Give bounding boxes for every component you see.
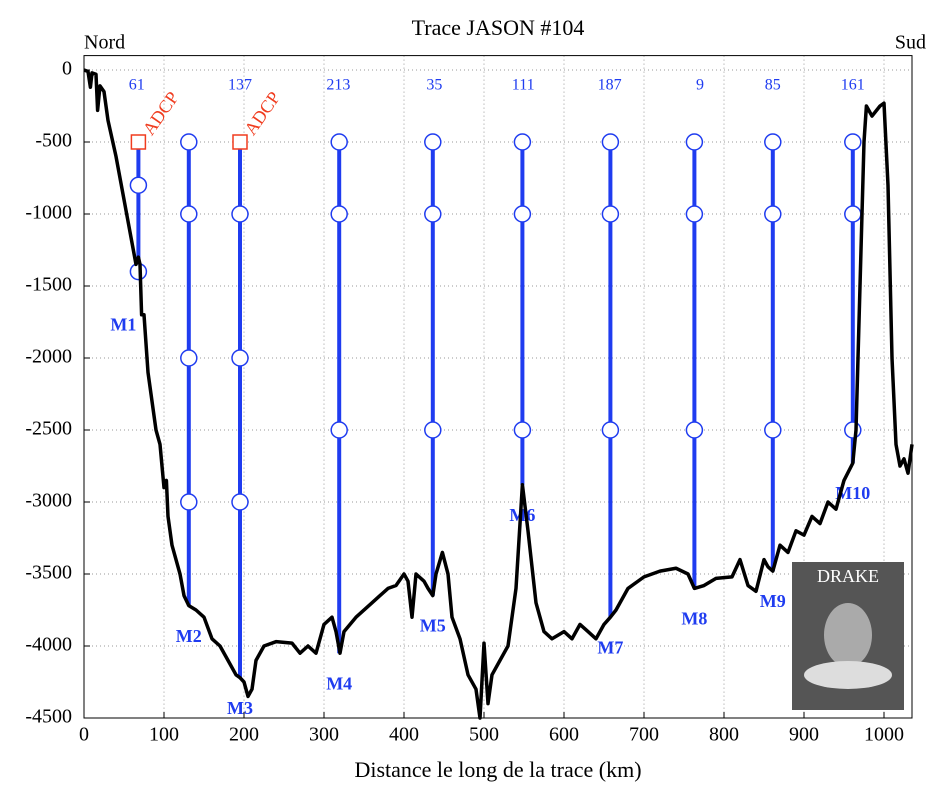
x-tick-label: 300	[309, 724, 339, 746]
instrument	[180, 349, 198, 367]
bathymetry-line	[83, 68, 914, 720]
instrument	[513, 133, 532, 151]
x-tick-label: 500	[469, 724, 499, 746]
instrument	[231, 493, 249, 511]
instrument	[180, 205, 198, 223]
instrument	[685, 133, 704, 151]
mooring-label: M7	[597, 637, 623, 657]
instrument	[764, 421, 782, 439]
instrument	[424, 133, 442, 151]
y-tick-label: -2500	[25, 418, 72, 440]
y-tick-label: -4500	[25, 706, 72, 728]
mooring-label: M8	[681, 609, 707, 629]
instrument	[844, 421, 862, 439]
track-number: 213	[326, 77, 350, 94]
mooring-label: M5	[420, 616, 446, 636]
mooring-label: M1	[110, 315, 136, 335]
y-tick-label: -500	[35, 130, 72, 152]
instrument	[330, 133, 348, 151]
portrait-collar	[804, 661, 892, 689]
instrument	[685, 205, 704, 223]
south-label: Sud	[895, 32, 926, 54]
x-tick-label: 100	[149, 724, 179, 746]
mooring-label: M4	[326, 673, 352, 693]
portrait-face	[824, 603, 872, 667]
track-number: 111	[512, 77, 535, 94]
x-tick-label: 400	[389, 724, 419, 746]
instrument	[844, 205, 862, 223]
instrument	[764, 205, 782, 223]
x-tick-label: 700	[629, 724, 659, 746]
instrument	[844, 133, 862, 151]
track-number: 61	[129, 77, 145, 94]
adcp	[130, 134, 147, 150]
x-tick-label: 800	[709, 724, 739, 746]
y-tick-label: -2000	[25, 346, 72, 368]
x-tick-label: 600	[549, 724, 579, 746]
track-number: 187	[598, 77, 622, 94]
mooring-label: M10	[835, 483, 870, 503]
instrument	[424, 421, 442, 439]
track-number: 161	[841, 77, 865, 94]
y-tick-label: -1000	[25, 202, 72, 224]
mooring-label: M2	[176, 626, 202, 646]
x-tick-label: 1000	[864, 724, 904, 746]
instrument	[180, 133, 198, 151]
mooring-label: M3	[227, 698, 253, 718]
y-tick-label: -3000	[25, 490, 72, 512]
instrument	[513, 421, 532, 439]
instrument	[601, 421, 620, 439]
instrument	[513, 205, 532, 223]
plot-frame	[83, 55, 913, 719]
x-tick-label: 0	[79, 724, 89, 746]
x-tick-label: 200	[229, 724, 259, 746]
y-tick-label: -3500	[25, 562, 72, 584]
instrument	[129, 176, 148, 194]
instrument	[231, 205, 249, 223]
track-number: 35	[426, 77, 442, 94]
y-tick-label: -1500	[25, 274, 72, 296]
y-tick-label: 0	[62, 58, 72, 80]
instrument	[685, 421, 704, 439]
north-label: Nord	[84, 32, 125, 54]
instrument	[231, 349, 249, 367]
instrument	[180, 493, 198, 511]
adcp	[232, 134, 248, 150]
instrument	[330, 421, 348, 439]
instrument	[424, 205, 442, 223]
x-axis-label: Distance le long de la trace (km)	[354, 757, 641, 782]
instrument	[764, 133, 782, 151]
instrument	[601, 205, 620, 223]
track-number: 85	[765, 77, 781, 94]
mooring-label: M9	[760, 591, 786, 611]
track-number: 137	[228, 77, 252, 94]
mooring-label: M6	[509, 505, 535, 525]
instrument	[330, 205, 348, 223]
x-tick-label: 900	[789, 724, 819, 746]
instrument	[601, 133, 620, 151]
chart-title: Trace JASON #104	[412, 15, 585, 40]
portrait-label: DRAKE	[817, 566, 879, 586]
y-tick-label: -4000	[25, 634, 72, 656]
track-number: 9	[696, 77, 704, 94]
